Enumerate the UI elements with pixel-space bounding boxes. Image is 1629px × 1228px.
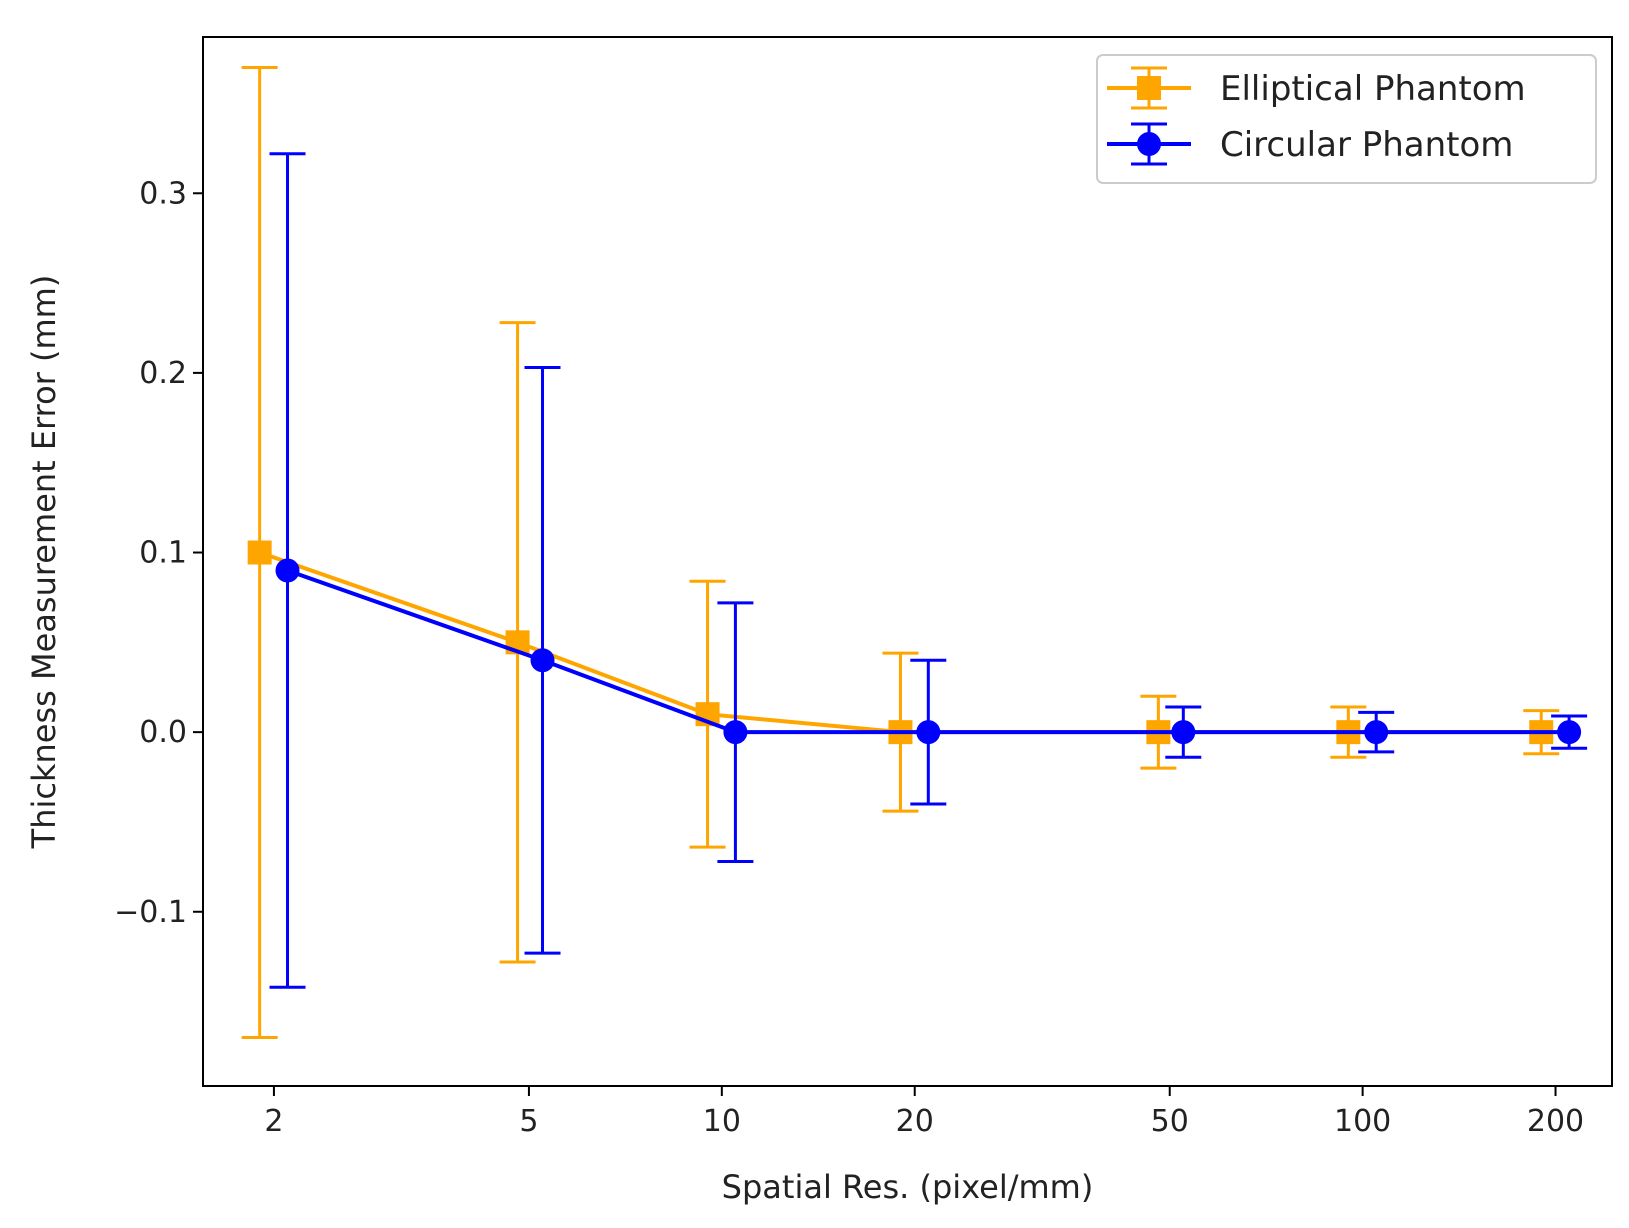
data-point — [723, 720, 748, 745]
data-point — [1364, 720, 1389, 745]
legend-item: Circular Phantom — [1107, 122, 1513, 166]
series-layer — [241, 66, 1588, 1040]
data-point — [275, 558, 300, 583]
y-tick-label: −0.1 — [114, 895, 187, 930]
series-elliptical — [241, 66, 1560, 1040]
x-tick-label: 200 — [1527, 1104, 1584, 1139]
legend-marker — [1137, 132, 1161, 156]
y-tick-label: 0.0 — [139, 715, 187, 750]
data-point — [247, 540, 272, 565]
x-tick-label: 50 — [1151, 1104, 1189, 1139]
data-point — [1557, 720, 1582, 745]
x-tick-label: 20 — [896, 1104, 934, 1139]
x-axis-label: Spatial Res. (pixel/mm) — [722, 1168, 1094, 1206]
legend-label: Elliptical Phantom — [1220, 69, 1526, 109]
legend-marker — [1137, 76, 1161, 100]
x-tick-label: 100 — [1334, 1104, 1391, 1139]
legend-item: Elliptical Phantom — [1107, 66, 1526, 110]
x-tick-label: 10 — [703, 1104, 741, 1139]
data-point — [916, 720, 941, 745]
y-tick-label: 0.2 — [139, 356, 187, 391]
x-tick-label: 2 — [264, 1104, 283, 1139]
legend: Elliptical Phantom Circular Phantom — [1096, 54, 1597, 184]
plot-frame — [202, 36, 1613, 1087]
y-axis-label: Thickness Measurement Error (mm) — [25, 275, 63, 850]
y-tick-label: 0.3 — [139, 176, 187, 211]
data-point — [530, 648, 555, 673]
data-point — [1171, 720, 1196, 745]
axis-ticks-layer: 2 5 10 20 50 100 200 −0.1 0.0 0.1 0.2 0.3 — [114, 176, 1584, 1139]
legend-label: Circular Phantom — [1220, 125, 1513, 165]
legend-box — [1096, 54, 1597, 184]
y-tick-label: 0.1 — [139, 536, 187, 571]
series-circular — [269, 152, 1588, 989]
x-tick-label: 5 — [519, 1104, 538, 1139]
